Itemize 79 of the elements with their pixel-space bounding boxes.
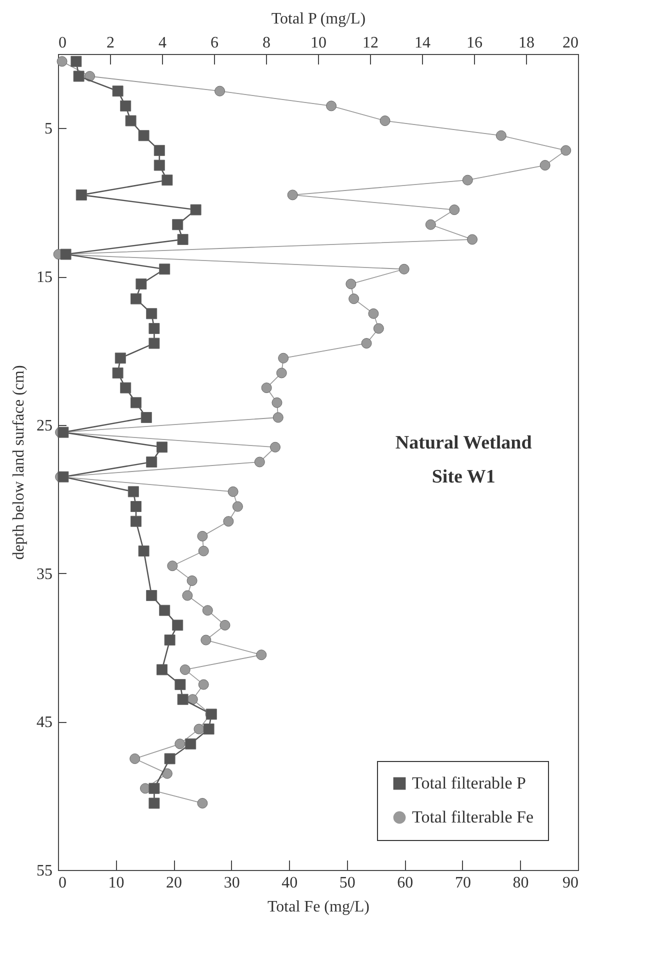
x2-tick-label: 10: [310, 34, 326, 52]
x-tick-label: 50: [339, 874, 356, 892]
point: [256, 650, 267, 660]
point: [162, 768, 172, 779]
x-tick-label: 20: [166, 874, 182, 892]
point: [214, 86, 226, 96]
point: [496, 130, 506, 141]
x2-tick-label: 6: [210, 34, 218, 52]
point: [202, 605, 213, 616]
point: [270, 442, 280, 452]
point: [223, 516, 234, 527]
legend-label: Total filterable Fe: [412, 808, 534, 826]
point: [261, 382, 272, 394]
x2-tick-label: 20: [562, 34, 578, 52]
x-axis-title: Total Fe (mg/L): [268, 898, 370, 916]
point: [194, 724, 204, 734]
point: [180, 664, 190, 675]
point: [278, 352, 289, 364]
point: [198, 679, 209, 690]
point: [167, 560, 178, 572]
x2-axis-title: Total P (mg/L): [271, 10, 366, 28]
point: [200, 634, 212, 646]
x-tick-label: 30: [224, 874, 240, 892]
point: [380, 116, 390, 126]
x-tick-label: 80: [512, 874, 529, 892]
point: [272, 412, 284, 423]
y-tick-label: 45: [36, 714, 52, 732]
x2-tick-label: 2: [106, 34, 114, 52]
point: [287, 190, 298, 200]
point: [187, 694, 198, 705]
x2-tick-label: 14: [414, 34, 430, 52]
point: [182, 590, 193, 601]
x-tick-label: 60: [397, 874, 414, 892]
point: [186, 575, 198, 586]
x2-tick-label: 0: [58, 34, 66, 52]
point: [467, 234, 478, 245]
point: [373, 323, 384, 334]
x2-tick-label: 16: [466, 34, 482, 52]
y-axis-title: depth below land surface (cm): [10, 365, 28, 560]
x2-tick-label: 8: [262, 34, 270, 52]
x-tick-label: 10: [108, 874, 124, 892]
point: [228, 486, 238, 497]
y-tick-label: 5: [44, 120, 52, 138]
point: [560, 145, 572, 156]
point: [368, 308, 379, 319]
point: [232, 501, 243, 512]
point: [198, 546, 209, 556]
point: [174, 738, 186, 750]
point: [449, 204, 460, 216]
point: [197, 798, 208, 808]
point: [326, 100, 337, 112]
x-tick-label: 40: [282, 874, 298, 892]
point: [130, 753, 140, 764]
x2-tick-label: 12: [362, 34, 378, 52]
point: [197, 530, 208, 542]
annotation: Natural Wetland Site W1: [395, 432, 532, 488]
y-tick-label: 35: [36, 566, 52, 583]
legend-label: Total filterable P: [412, 774, 526, 792]
x-tick-label: 90: [562, 874, 578, 892]
point: [425, 219, 436, 230]
point: [84, 71, 96, 82]
point: [398, 264, 410, 274]
point: [272, 397, 282, 408]
point: [462, 174, 473, 186]
y-tick-label: 25: [36, 417, 52, 434]
point: [276, 368, 287, 378]
y-tick-label: 15: [36, 269, 52, 286]
point: [220, 620, 230, 630]
x2-tick-label: 18: [518, 34, 534, 52]
point: [540, 160, 550, 171]
x2-tick-label: 4: [158, 34, 166, 52]
point: [56, 56, 68, 67]
x-tick-label: 0: [58, 874, 66, 892]
point: [254, 456, 265, 468]
point: [361, 338, 372, 349]
y-tick-label: 55: [36, 862, 52, 880]
point: [348, 294, 360, 304]
point: [346, 278, 356, 290]
x-tick-label: 70: [454, 874, 471, 892]
